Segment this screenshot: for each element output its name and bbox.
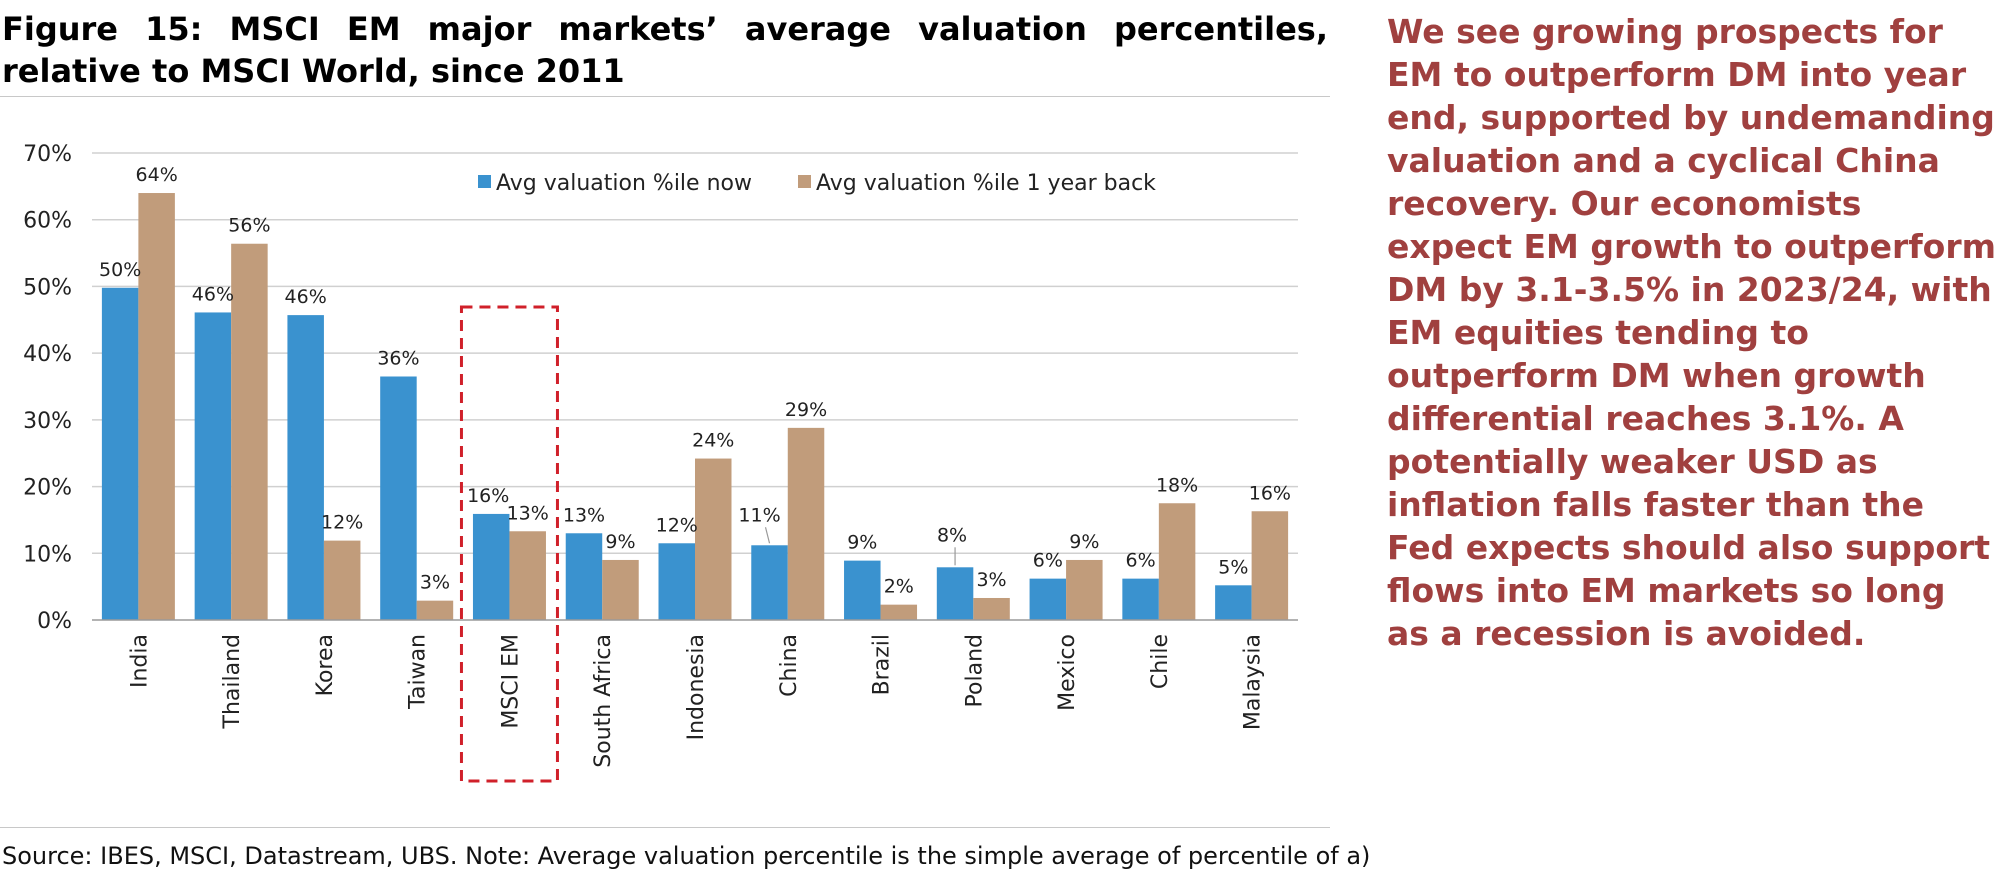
- bar-now-indonesia: [658, 543, 695, 620]
- data-label: 3%: [976, 569, 1006, 591]
- data-label: 12%: [656, 514, 698, 536]
- category-label: Mexico: [1055, 634, 1080, 711]
- bar-year-back-msci-em: [509, 531, 546, 620]
- bar-now-thailand: [194, 312, 232, 620]
- bar-year-back-chile: [1158, 503, 1196, 620]
- category-label: MSCI EM: [498, 634, 523, 729]
- data-label: 13%: [563, 504, 605, 526]
- category-label: South Africa: [591, 634, 616, 768]
- legend: Avg valuation %ile now Avg valuation %il…: [478, 171, 1156, 196]
- side-commentary: We see growing prospects for EM to outpe…: [1387, 12, 1997, 653]
- category-label: Malaysia: [1241, 634, 1266, 730]
- title-divider: [0, 96, 1330, 97]
- bar-year-back-indonesia: [695, 458, 732, 620]
- category-label: China: [777, 634, 802, 697]
- bar-year-back-china: [787, 427, 825, 620]
- category-label: Indonesia: [684, 634, 709, 740]
- data-label: 29%: [785, 399, 827, 421]
- bar-year-back-poland: [973, 597, 1010, 620]
- category-label: Thailand: [220, 634, 245, 729]
- bar-chart: 0% 10% 20% 30% 40% 50% 60% 70% 50% 64% 46% 56% 46% 1…: [23, 142, 1298, 783]
- data-label: 50%: [99, 259, 141, 281]
- bar-year-back-thailand: [231, 243, 268, 620]
- category-label: Chile: [1148, 634, 1173, 689]
- data-label: 36%: [377, 347, 419, 369]
- data-label: 2%: [884, 576, 914, 598]
- bar-now-msci-em: [472, 513, 510, 620]
- y-tick-label: 0%: [37, 609, 72, 634]
- label-leader-line: [764, 527, 771, 544]
- bar-now-mexico: [1029, 578, 1067, 620]
- figure-title: Figure 15: MSCI EM major markets’ averag…: [2, 10, 1328, 90]
- legend-swatch-now: [478, 175, 491, 188]
- bar-year-back-malaysia: [1251, 511, 1289, 620]
- y-tick-label: 70%: [23, 142, 72, 167]
- data-label: 16%: [467, 485, 509, 507]
- y-tick-label: 30%: [23, 409, 72, 434]
- y-tick-label: 20%: [23, 476, 72, 501]
- category-labels: India Thailand Korea Taiwan MSCI EM South Afr…: [127, 634, 1265, 768]
- data-label: 5%: [1218, 556, 1248, 578]
- y-tick-label: 10%: [23, 542, 72, 567]
- data-label: 46%: [285, 286, 327, 308]
- data-label: 9%: [605, 531, 635, 553]
- source-divider: [0, 827, 1330, 828]
- bar-year-back-korea: [323, 540, 361, 620]
- data-label: 24%: [692, 430, 734, 452]
- data-label: 64%: [136, 164, 178, 186]
- bar-now-china: [751, 545, 788, 620]
- category-label: Taiwan: [406, 634, 431, 710]
- bar-year-back-mexico: [1066, 559, 1103, 620]
- data-label: 16%: [1249, 482, 1291, 504]
- data-labels: 50%64%46%56%46%12%36%3%16%13% 13%9%12%24%…: [99, 164, 1291, 598]
- category-label: India: [127, 634, 152, 688]
- highlight-box: [459, 305, 559, 783]
- y-axis-ticks: 0% 10% 20% 30% 40% 50% 60% 70%: [23, 142, 72, 634]
- data-label: 3%: [420, 572, 450, 594]
- y-tick-label: 40%: [23, 342, 72, 367]
- bar-now-taiwan: [380, 376, 417, 620]
- y-tick-label: 50%: [23, 275, 72, 300]
- data-label: 6%: [1126, 550, 1156, 572]
- bar-now-brazil: [844, 560, 881, 620]
- category-label: Brazil: [870, 634, 895, 695]
- source-note: Source: IBES, MSCI, Datastream, UBS. Not…: [2, 842, 1371, 870]
- data-label: 13%: [507, 502, 549, 524]
- bar-year-back-india: [138, 193, 175, 620]
- data-label: 9%: [847, 532, 877, 554]
- bar-now-poland: [936, 567, 974, 620]
- bar-now-south-africa: [565, 533, 603, 620]
- bars: [101, 193, 1289, 620]
- bar-year-back-taiwan: [416, 600, 454, 620]
- bar-now-india: [101, 287, 139, 620]
- data-label: 9%: [1069, 531, 1099, 553]
- bar-year-back-south-africa: [602, 559, 639, 620]
- legend-swatch-1-year-back: [798, 175, 811, 188]
- bar-now-korea: [287, 315, 324, 620]
- data-label: 46%: [192, 283, 234, 305]
- y-tick-label: 60%: [23, 209, 72, 234]
- legend-label-now: Avg valuation %ile now: [496, 171, 752, 196]
- data-label: 18%: [1156, 474, 1198, 496]
- category-label: Korea: [313, 634, 338, 696]
- legend-label-1-year-back: Avg valuation %ile 1 year back: [816, 171, 1156, 196]
- data-label: 8%: [937, 524, 967, 546]
- data-label: 56%: [228, 215, 270, 237]
- category-label: Poland: [962, 634, 987, 707]
- data-label: 12%: [321, 512, 363, 534]
- bar-now-malaysia: [1215, 585, 1252, 620]
- data-label: 6%: [1033, 550, 1063, 572]
- data-label: 11%: [738, 504, 780, 526]
- bar-now-chile: [1122, 578, 1159, 620]
- bar-year-back-brazil: [880, 604, 918, 620]
